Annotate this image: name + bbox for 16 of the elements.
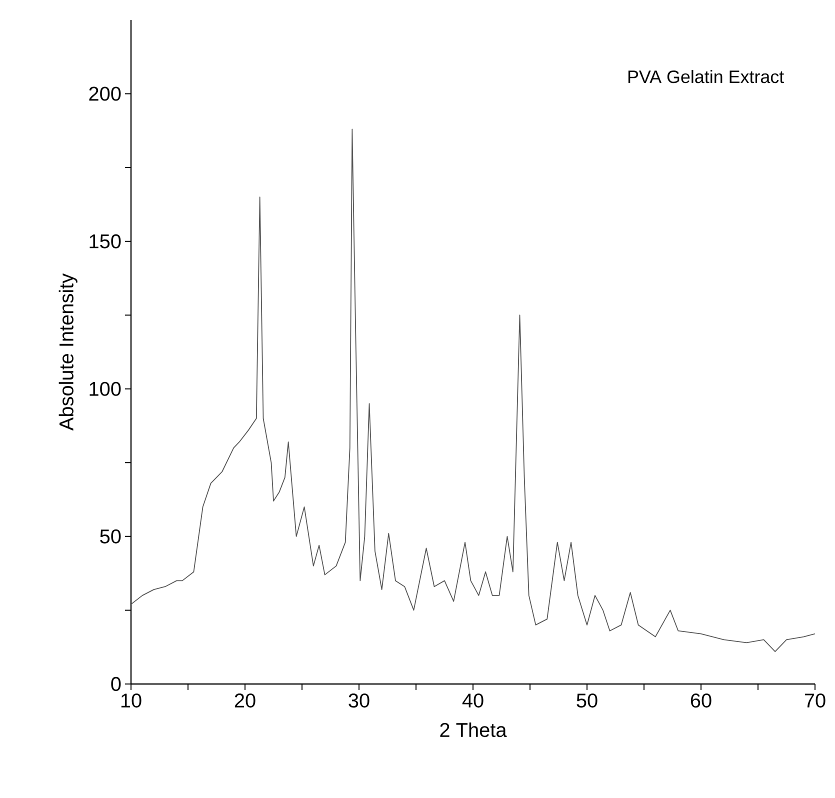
- y-tick-label: 50: [100, 529, 121, 544]
- y-tick-label: 0: [111, 676, 121, 692]
- x-tick-label: 30: [348, 694, 370, 708]
- x-tick-label: 50: [576, 694, 598, 708]
- x-tick-label: 60: [690, 694, 712, 708]
- y-tick-label: 150: [90, 234, 121, 248]
- x-axis-title: 2 Theta: [440, 722, 507, 738]
- x-tick-label: 40: [462, 694, 484, 708]
- y-tick-label: 200: [89, 86, 121, 101]
- x-tick-label: 10: [121, 694, 142, 708]
- y-tick-label: 100: [90, 382, 121, 396]
- y-axis-title: Absolute Intensity: [58, 273, 78, 431]
- annotation: PVA Gelatin Extract: [628, 70, 784, 84]
- line-series: [131, 128, 816, 652]
- x-tick-label: 20: [234, 694, 256, 708]
- x-tick-label: 70: [804, 694, 826, 708]
